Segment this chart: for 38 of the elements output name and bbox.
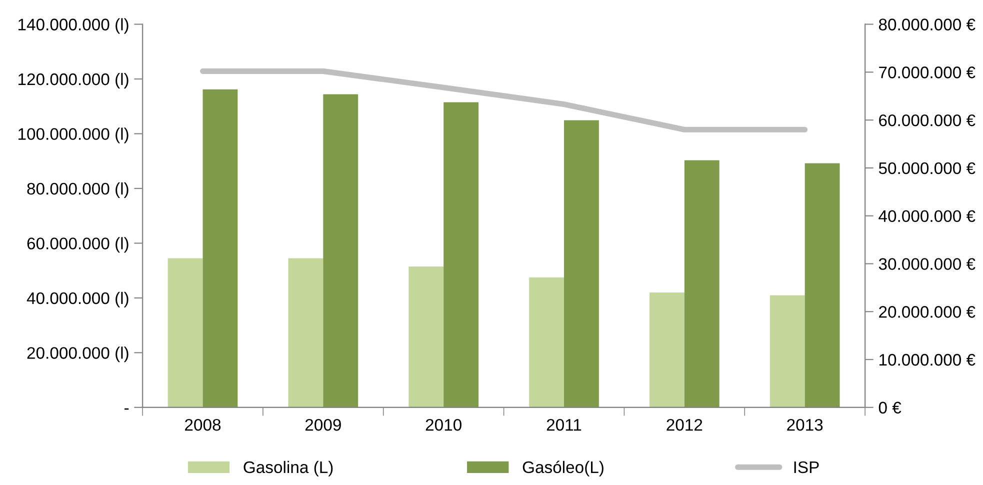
y-tick-label: 80.000.000 (l) — [27, 182, 128, 198]
legend-label: Gasolina (L) — [244, 460, 333, 476]
y-tick-label: 100.000.000 (l) — [18, 128, 128, 144]
legend-label: Gasóleo(L) — [522, 460, 604, 476]
y2-tick-label: 20.000.000 € — [879, 306, 976, 318]
y-tick-label: 20.000.000 (l) — [27, 346, 128, 362]
y2-tick-label: 70.000.000 € — [879, 66, 976, 78]
y2-tick-label: 80.000.000 € — [878, 18, 976, 30]
bar — [408, 266, 444, 408]
bar — [684, 160, 720, 408]
x-tick-label: 2008 — [185, 418, 221, 431]
y-tick-label: 60.000.000 (l) — [27, 237, 128, 253]
y2-tick-label: 30.000.000 € — [878, 258, 976, 270]
bar — [288, 258, 324, 408]
y2-tick-label: 40.000.000 € — [878, 210, 976, 222]
y2-tick-label: 50.000.000 € — [878, 162, 976, 174]
y-tick-label: 140.000.000 (l) — [18, 18, 128, 34]
y2-tick-label: 60.000.000 € — [879, 114, 976, 126]
bar — [444, 102, 478, 408]
x-tick-label: 2012 — [666, 418, 702, 431]
legend-label: ISP — [794, 461, 819, 474]
x-tick-label: 2011 — [546, 418, 582, 431]
y-tick-label: 120.000.000 (l) — [18, 72, 128, 88]
y-tick-label: - — [124, 408, 129, 410]
x-tick-label: 2013 — [787, 418, 823, 431]
bar — [168, 258, 203, 408]
bar — [529, 277, 564, 408]
x-tick-label: 2010 — [426, 418, 462, 431]
x-tick-label: 2009 — [305, 418, 341, 431]
bar — [804, 163, 840, 408]
y2-tick-label: 10.000.000 € — [880, 354, 976, 366]
bar — [564, 120, 599, 408]
y-tick-label: 40.000.000 (l) — [26, 292, 128, 308]
bar — [770, 295, 805, 408]
bar — [323, 94, 358, 408]
bar — [202, 89, 238, 408]
bar — [649, 292, 684, 408]
y2-tick-label: 0 € — [878, 402, 902, 414]
